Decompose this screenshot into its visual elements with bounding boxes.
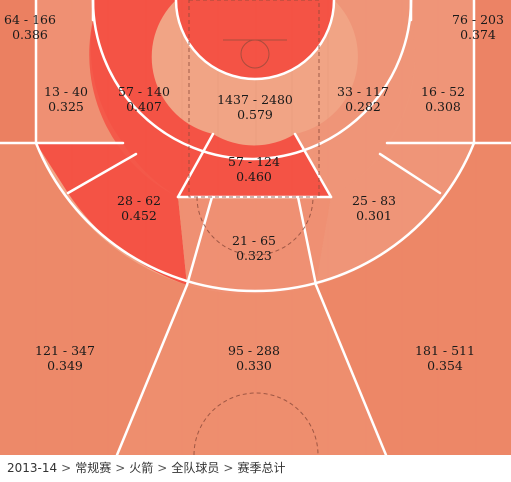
zone-percentage-label: 0.452 bbox=[121, 208, 157, 223]
zone-made-attempts-label: 64 - 166 bbox=[4, 12, 56, 27]
zone-percentage-label: 0.386 bbox=[12, 27, 48, 42]
restricted-arc bbox=[174, 0, 336, 81]
zone-percentage-label: 0.330 bbox=[236, 358, 272, 373]
zone-made-attempts-label: 33 - 117 bbox=[337, 84, 389, 99]
free-throw-circle bbox=[196, 196, 314, 256]
zone-made-attempts-label: 57 - 140 bbox=[118, 84, 170, 99]
zone-percentage-label: 0.374 bbox=[460, 27, 496, 42]
zone-made-attempts-label: 76 - 203 bbox=[452, 12, 504, 27]
breadcrumb-stat-mode[interactable]: 赛季总计 bbox=[237, 461, 286, 475]
zone-percentage-label: 0.301 bbox=[356, 208, 392, 223]
zone-percentage-label: 0.308 bbox=[425, 99, 461, 114]
zone-made-attempts-label: 21 - 65 bbox=[232, 233, 276, 248]
zone-made-attempts-label: 181 - 511 bbox=[415, 343, 475, 358]
center-circle bbox=[193, 392, 319, 455]
breadcrumb-separator: > bbox=[61, 461, 72, 475]
zone-made-attempts-label: 28 - 62 bbox=[117, 193, 161, 208]
divider-top-right bbox=[296, 195, 318, 287]
zone-percentage-label: 0.407 bbox=[126, 99, 162, 114]
divider-right-wing-inner bbox=[378, 152, 442, 195]
breadcrumb-separator: > bbox=[115, 461, 126, 475]
breadcrumb-separator: > bbox=[223, 461, 234, 475]
mid-range-arc bbox=[91, 0, 413, 161]
zone-made-attempts-label: 95 - 288 bbox=[228, 343, 280, 358]
court-lines bbox=[34, 0, 476, 455]
zone-made-attempts-label: 13 - 40 bbox=[44, 84, 88, 99]
zone-percentage-label: 0.349 bbox=[47, 358, 83, 373]
divider-top-left bbox=[185, 195, 214, 287]
zone-percentage-label: 0.325 bbox=[48, 99, 84, 114]
zone-percentage-label: 0.323 bbox=[236, 248, 272, 263]
breadcrumb-players[interactable]: 全队球员 bbox=[171, 461, 220, 475]
breadcrumb-season[interactable]: 2013-14 bbox=[7, 461, 58, 475]
paint-divider-right bbox=[293, 132, 333, 199]
zone-made-attempts-label: 16 - 52 bbox=[421, 84, 465, 99]
zone-made-attempts-label: 25 - 83 bbox=[352, 193, 396, 208]
zone-made-attempts-label: 1437 - 2480 bbox=[217, 92, 293, 107]
shot-chart: 64 - 166 0.386 76 - 203 0.374 13 - 40 0.325 57… bbox=[0, 0, 511, 455]
breadcrumb-separator: > bbox=[157, 461, 168, 475]
zone-percentage-label: 0.460 bbox=[236, 169, 272, 184]
divider-three-right bbox=[314, 283, 388, 455]
divider-left-wing-inner bbox=[66, 152, 138, 195]
zone-made-attempts-label: 121 - 347 bbox=[35, 343, 95, 358]
three-point-arc bbox=[34, 141, 476, 293]
zone-percentage-label: 0.282 bbox=[345, 99, 381, 114]
free-throw-lane bbox=[188, 0, 320, 198]
zone-percentage-label: 0.579 bbox=[237, 107, 273, 122]
divider-three-left bbox=[115, 283, 189, 455]
breadcrumb-team[interactable]: 火箭 bbox=[129, 461, 154, 475]
hoop bbox=[240, 39, 270, 69]
paint-divider-left bbox=[176, 132, 215, 199]
zone-made-attempts-label: 57 - 124 bbox=[228, 154, 280, 169]
zone-percentage-label: 0.354 bbox=[427, 358, 463, 373]
breadcrumb-season-type[interactable]: 常规赛 bbox=[75, 461, 112, 475]
breadcrumb: 2013-14 > 常规赛 > 火箭 > 全队球员 > 赛季总计 bbox=[7, 459, 285, 477]
